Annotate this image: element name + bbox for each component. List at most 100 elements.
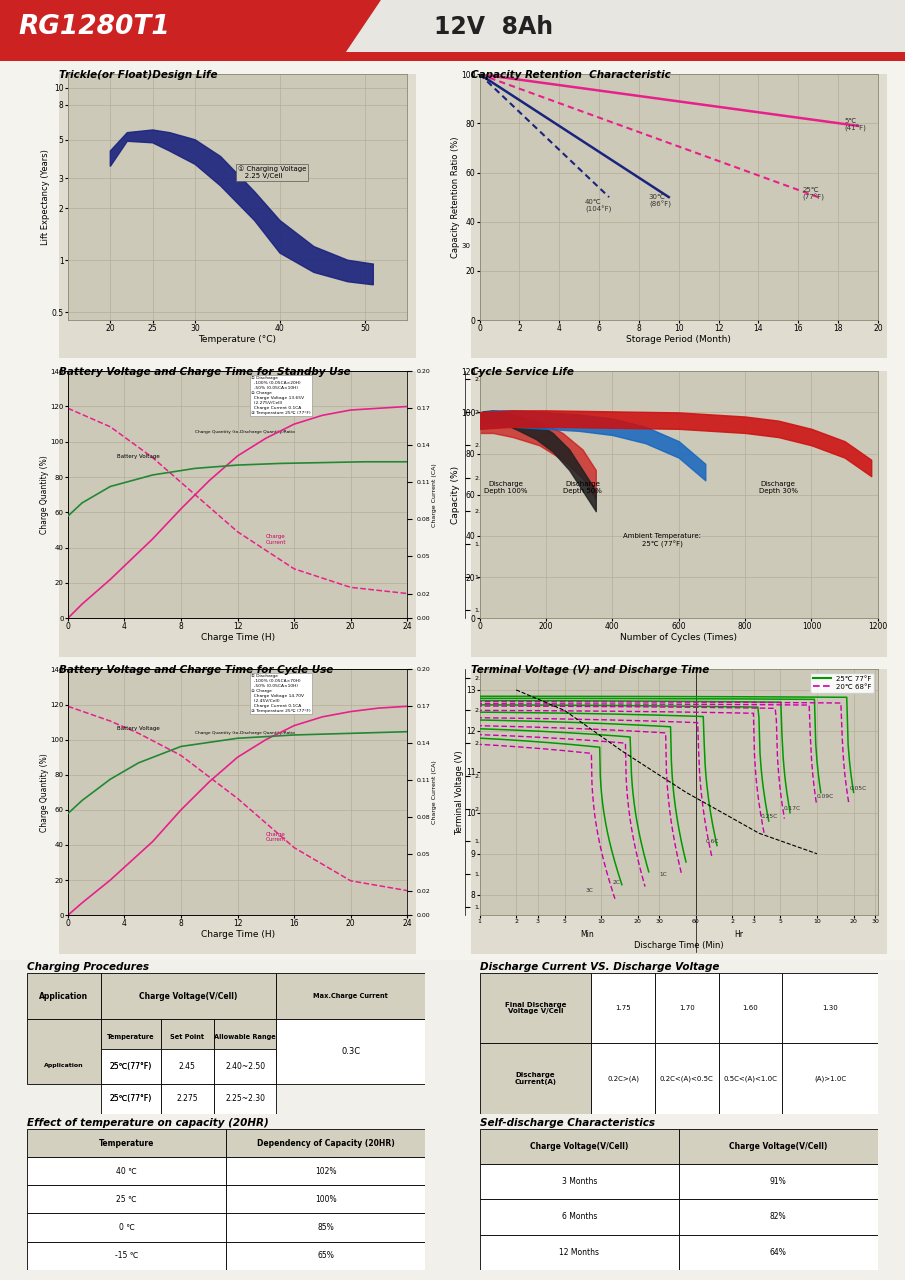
Text: Discharge Time (Min): Discharge Time (Min) (634, 942, 724, 951)
Bar (679, 1165, 878, 1199)
Text: Trickle(or Float)Design Life: Trickle(or Float)Design Life (59, 70, 217, 81)
Bar (480, 1043, 591, 1114)
Bar (160, 1084, 214, 1114)
Text: Min: Min (580, 931, 594, 940)
Bar (679, 1234, 878, 1270)
Y-axis label: Charge Current (CA): Charge Current (CA) (432, 760, 437, 824)
Bar (214, 1084, 276, 1114)
Bar (100, 1048, 160, 1084)
Text: 2.45: 2.45 (179, 1062, 195, 1071)
Text: 0.6C: 0.6C (705, 838, 719, 844)
Text: Charge
Current: Charge Current (266, 832, 286, 842)
Text: 1.75: 1.75 (615, 1005, 631, 1011)
X-axis label: Storage Period (Month): Storage Period (Month) (626, 334, 731, 343)
Text: 1.30: 1.30 (822, 1005, 838, 1011)
Text: 12V  8Ah: 12V 8Ah (434, 15, 554, 38)
Bar (480, 1199, 679, 1234)
Text: ① Charging Voltage
   2.25 V/Cell: ① Charging Voltage 2.25 V/Cell (237, 165, 306, 179)
Bar (160, 1019, 214, 1055)
Text: Terminal Voltage (V) and Discharge Time: Terminal Voltage (V) and Discharge Time (471, 666, 709, 676)
Bar (226, 1242, 425, 1270)
Bar (226, 1185, 425, 1213)
Text: 0.5C<(A)<1.0C: 0.5C<(A)<1.0C (723, 1075, 777, 1082)
Bar (276, 1019, 425, 1084)
Bar (226, 1129, 425, 1157)
X-axis label: Charge Time (H): Charge Time (H) (201, 929, 274, 938)
Text: Dependency of Capacity (20HR): Dependency of Capacity (20HR) (257, 1138, 395, 1148)
Text: 1.70: 1.70 (679, 1005, 695, 1011)
Text: Allowable Range: Allowable Range (214, 1034, 276, 1039)
Text: 0.05C: 0.05C (849, 786, 866, 791)
Bar (276, 973, 425, 1019)
Bar (480, 1129, 679, 1165)
Text: 1.60: 1.60 (742, 1005, 758, 1011)
Text: 64%: 64% (770, 1248, 786, 1257)
Text: 30℃
(86°F): 30℃ (86°F) (649, 195, 671, 209)
Y-axis label: Battery Voltage (V)/Per Cell: Battery Voltage (V)/Per Cell (486, 755, 491, 829)
Text: Cycle Service Life: Cycle Service Life (471, 367, 574, 378)
Text: Discharge
Current(A): Discharge Current(A) (514, 1071, 557, 1085)
Text: 25℃(77°F): 25℃(77°F) (110, 1062, 152, 1071)
Y-axis label: Charge Quantity (%): Charge Quantity (%) (40, 456, 49, 534)
Text: 0.25C: 0.25C (760, 814, 777, 819)
Text: Temperature: Temperature (99, 1138, 155, 1148)
Text: ① Discharge
  -100% (0.05CA×20H)
  -50% (0.05CA×10H)
② Charge
  Charge Voltage 1: ① Discharge -100% (0.05CA×20H) -50% (0.0… (252, 376, 310, 415)
Bar (782, 1043, 878, 1114)
Y-axis label: Charge Quantity (%): Charge Quantity (%) (40, 753, 49, 832)
Text: Ambient Temperature:
25℃ (77°F): Ambient Temperature: 25℃ (77°F) (624, 534, 701, 548)
Text: RG1280T1: RG1280T1 (18, 14, 170, 40)
Text: 25℃(77°F): 25℃(77°F) (110, 1062, 152, 1071)
Text: 2.40~2.50: 2.40~2.50 (225, 1062, 265, 1071)
Bar (719, 1043, 782, 1114)
Bar (480, 1165, 679, 1199)
Text: 0.17C: 0.17C (784, 806, 801, 812)
Text: 40℃
(104°F): 40℃ (104°F) (586, 198, 612, 214)
Text: Battery Voltage: Battery Voltage (118, 726, 160, 731)
Y-axis label: Battery Voltage (V)/Per Cell: Battery Voltage (V)/Per Cell (486, 457, 491, 532)
Bar (226, 1213, 425, 1242)
Text: Discharge
Depth 100%: Discharge Depth 100% (484, 481, 528, 494)
Text: Set Point: Set Point (170, 1034, 205, 1039)
Text: Application: Application (40, 992, 89, 1001)
Text: 100%: 100% (315, 1194, 337, 1204)
Text: 3C: 3C (586, 888, 594, 893)
Bar (655, 1043, 719, 1114)
Bar (480, 1234, 679, 1270)
Bar (27, 1242, 226, 1270)
Text: Capacity Retention  Characteristic: Capacity Retention Characteristic (471, 70, 671, 81)
Text: Battery Voltage: Battery Voltage (118, 454, 160, 460)
Bar (719, 973, 782, 1043)
Y-axis label: Lift Expectancy (Years): Lift Expectancy (Years) (42, 150, 50, 244)
Text: 3 Months: 3 Months (561, 1178, 597, 1187)
Bar (27, 1213, 226, 1242)
Text: 0 ℃: 0 ℃ (119, 1222, 135, 1233)
Bar (591, 1043, 655, 1114)
Text: 1C: 1C (659, 872, 667, 877)
Text: 0.2C<(A)<0.5C: 0.2C<(A)<0.5C (660, 1075, 713, 1082)
Bar (214, 1048, 276, 1084)
Text: 12 Months: 12 Months (559, 1248, 599, 1257)
Legend: 25℃ 77°F, 20℃ 68°F: 25℃ 77°F, 20℃ 68°F (810, 673, 874, 692)
Bar (782, 973, 878, 1043)
Bar (27, 1185, 226, 1213)
Bar (679, 1199, 878, 1234)
Text: Final Discharge
Voltage V/Cell: Final Discharge Voltage V/Cell (505, 1001, 567, 1015)
Bar (655, 973, 719, 1043)
Text: Application: Application (44, 1064, 84, 1069)
Bar (100, 1019, 160, 1055)
Text: ① Discharge
  -100% (0.05CA×70H)
  -50% (0.05CA×10H)
② Charge
  Charge Voltage 1: ① Discharge -100% (0.05CA×70H) -50% (0.0… (252, 675, 310, 713)
Y-axis label: Capacity (%): Capacity (%) (451, 466, 460, 524)
Text: Charging Procedures: Charging Procedures (27, 963, 149, 973)
Bar (679, 1129, 878, 1165)
Text: Self-discharge Characteristics: Self-discharge Characteristics (480, 1119, 654, 1129)
Polygon shape (110, 131, 374, 285)
Y-axis label: Capacity Retention Ratio (%): Capacity Retention Ratio (%) (451, 137, 460, 257)
Text: Charge Voltage(V/Cell): Charge Voltage(V/Cell) (530, 1142, 628, 1151)
Bar (100, 1084, 160, 1114)
Text: 5℃
(41°F): 5℃ (41°F) (844, 118, 866, 132)
Text: 2.275: 2.275 (176, 1094, 198, 1103)
Text: 25 ℃: 25 ℃ (117, 1194, 137, 1204)
Text: 2C: 2C (613, 879, 621, 884)
Text: 2.25~2.30: 2.25~2.30 (225, 1094, 265, 1103)
Text: 0.09C: 0.09C (816, 794, 834, 799)
